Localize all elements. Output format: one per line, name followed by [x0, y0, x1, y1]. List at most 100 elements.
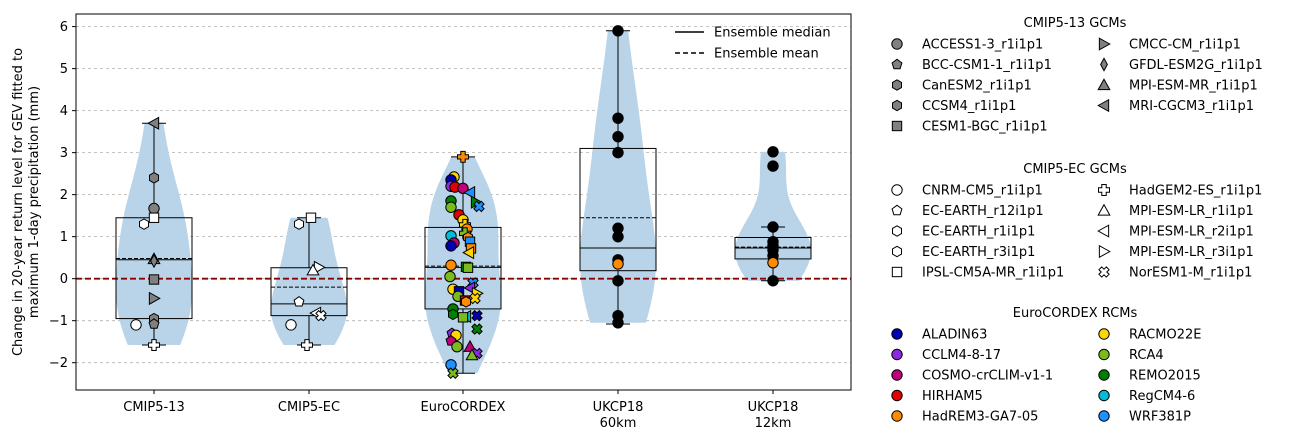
data-point	[148, 212, 160, 223]
legend-marker	[1098, 328, 1110, 340]
legend-marker	[892, 245, 902, 258]
legend-marker	[891, 348, 903, 361]
legend-entry-label: MPI-ESM-LR_r3i1p1	[1129, 245, 1254, 260]
x-tick-label: CMIP5-EC	[278, 400, 340, 415]
legend-entry-label: RegCM4-6	[1129, 389, 1195, 404]
violin	[116, 123, 192, 345]
legend-entry-label: MPI-ESM-LR_r1i1p1	[1129, 204, 1254, 219]
legend-marker	[1097, 98, 1110, 113]
violin	[580, 30, 656, 323]
legend-entry-label: MRI-CGCM3_r1i1p1	[1129, 99, 1254, 114]
legend-label: Ensemble median	[714, 26, 831, 41]
data-point	[451, 341, 463, 353]
legend-entry-label: MPI-ESM-MR_r1i1p1	[1129, 79, 1258, 94]
legend-marker	[891, 389, 903, 402]
data-point	[767, 146, 779, 158]
legend-marker	[1097, 203, 1111, 216]
data-point	[147, 116, 160, 130]
data-point	[305, 212, 317, 223]
legend-entry-label: ACCESS1-3_r1i1p1	[922, 38, 1043, 53]
axes: −2 −1 0 1 2 3 4 5 6 CMIP5-13 CMIP5-EC EuroCORDEX UKC…	[11, 13, 852, 431]
data-point	[444, 270, 456, 283]
legend-marker	[891, 184, 903, 196]
violin	[735, 151, 811, 281]
legend-title: CMIP5-EC GCMs	[1023, 162, 1127, 177]
data-point	[139, 218, 149, 230]
data-point	[463, 185, 476, 200]
data-point	[149, 172, 159, 184]
legend-entry-label: HadGEM2-ES_r1i1p1	[1129, 184, 1262, 199]
legend-entry-label: CCSM4_r1i1p1	[922, 99, 1016, 114]
data-point	[130, 319, 142, 331]
box-3	[579, 30, 657, 325]
data-point	[301, 339, 313, 351]
legend-entry-label: CMCC-CM_r1i1p1	[1129, 38, 1241, 53]
data-point	[465, 348, 479, 361]
legend-title: EuroCORDEX RCMs	[1013, 306, 1138, 321]
data-point	[612, 112, 624, 124]
legend-marker	[891, 266, 903, 278]
x-tick-label: 12km	[755, 416, 792, 431]
legend-entry-label: REMO2015	[1129, 369, 1201, 384]
legend-group-cmip13: CMIP5-13 GCMs ACCESS1-3_r1i1p1 BCC-CSM1-1_…	[891, 16, 1263, 135]
legend-marker	[1100, 57, 1108, 72]
legend-marker	[891, 410, 903, 422]
x-tick-label: CMIP5-13	[123, 400, 184, 415]
data-point	[448, 308, 458, 321]
data-point	[767, 221, 779, 233]
legend-group-cmipec: CMIP5-EC GCMs CNRM-CM5_r1i1p1 EC-EARTH_r12…	[891, 162, 1262, 281]
data-point	[148, 318, 160, 329]
y-tick-label: 2	[60, 188, 68, 203]
legend-marker	[891, 328, 903, 340]
y-tick-label: −2	[49, 356, 68, 371]
data-point	[462, 245, 475, 260]
legend-label: Ensemble mean	[714, 47, 819, 62]
points-1	[285, 212, 327, 351]
legend-entry-label: BCC-CSM1-1_r1i1p1	[922, 58, 1052, 73]
legend-entry-label: EC-EARTH_r1i1p1	[922, 225, 1035, 240]
legend-marker	[1098, 348, 1110, 361]
data-point	[612, 258, 624, 270]
points-0	[130, 116, 161, 351]
legend-entry-label: CNRM-CM5_r1i1p1	[922, 184, 1043, 199]
legend-marker	[1098, 410, 1110, 422]
data-point	[445, 259, 457, 271]
legend-entry-label: CESM1-BGC_r1i1p1	[922, 120, 1048, 135]
legend-marker	[1097, 78, 1111, 91]
data-point	[612, 146, 624, 159]
legend-entry-label: IPSL-CM5A-MR_r1i1p1	[922, 266, 1064, 281]
legend-marker	[891, 58, 903, 70]
legend-marker	[892, 99, 902, 112]
points-4	[767, 146, 779, 287]
legend-entry-label: RCA4	[1129, 348, 1164, 363]
legend-marker	[1097, 224, 1110, 238]
y-axis-label: maximum 1-day precipitation (mm)	[27, 86, 42, 318]
legend-marker	[1098, 369, 1110, 381]
data-point	[445, 240, 457, 252]
y-tick-label: 3	[60, 146, 68, 161]
legend-marker	[1098, 184, 1110, 196]
data-point	[473, 200, 485, 213]
points-3	[612, 25, 624, 329]
legend-marker	[891, 38, 903, 50]
legend-entry-label: EC-EARTH_r12i1p1	[922, 204, 1044, 219]
y-tick-label: 5	[60, 62, 68, 77]
data-point	[471, 309, 483, 322]
legend-entry-label: NorESM1-M_r1i1p1	[1129, 266, 1252, 281]
y-tick-label: 0	[60, 272, 68, 287]
legend-entry-label: HadREM3-GA7-05	[922, 410, 1038, 425]
data-point	[612, 230, 624, 243]
legend-entry-label: CCLM4-8-17	[922, 348, 1001, 363]
legend-entry-label: GFDL-ESM2G_r1i1p1	[1129, 58, 1263, 73]
data-point	[148, 274, 160, 285]
legend-entry-label: COSMO-crCLIM-v1-1	[922, 369, 1053, 384]
data-point	[150, 253, 158, 269]
y-axis-label: Change in 20-year return level for GEV f…	[11, 48, 26, 356]
legend-marker	[892, 225, 902, 237]
data-point	[767, 275, 779, 287]
x-tick-label: EuroCORDEX	[421, 400, 506, 415]
legend-marker	[1098, 389, 1110, 402]
data-point	[148, 291, 161, 306]
data-point	[447, 367, 459, 380]
